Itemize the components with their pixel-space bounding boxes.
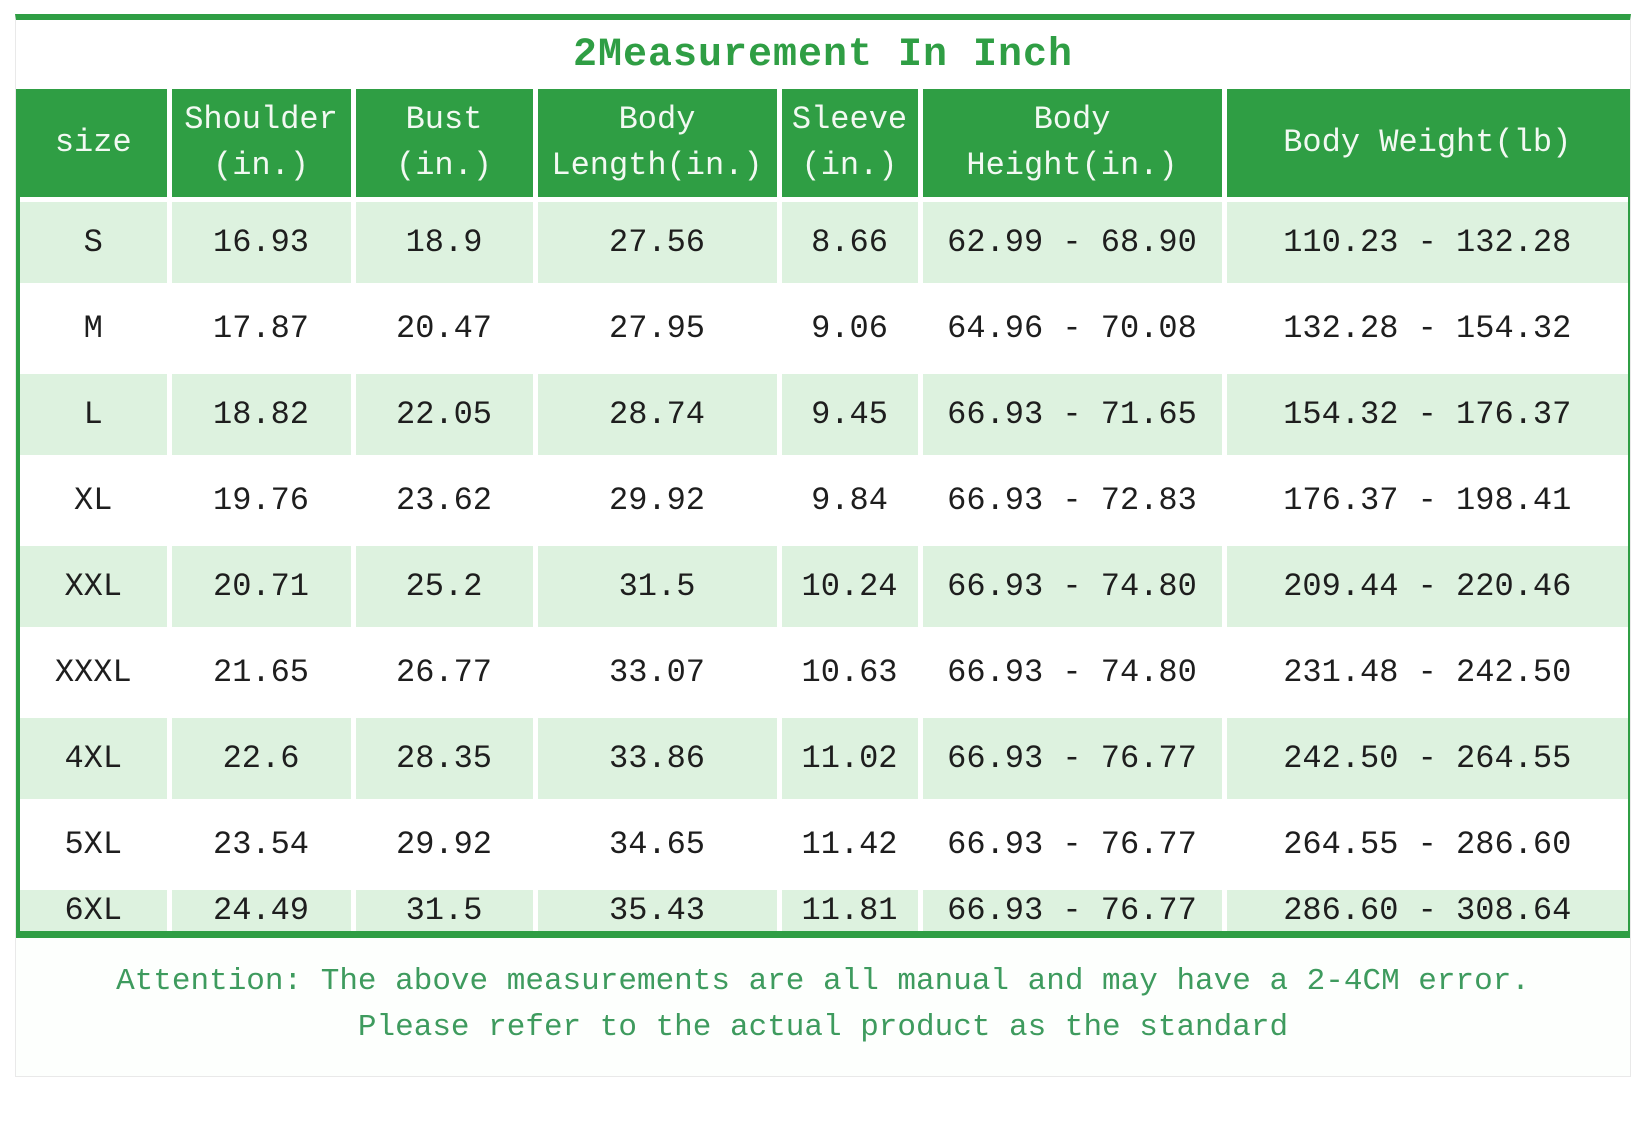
- cell-body-height: 66.93 - 71.65: [920, 371, 1227, 460]
- table-row-s: S 16.93 18.9 27.56 8.66 62.99 - 68.90 110.23 -…: [20, 199, 1628, 288]
- column-header-size: size: [20, 89, 172, 202]
- cell-body-length: 35.43: [535, 887, 782, 931]
- cell-size: S: [20, 199, 172, 288]
- column-header-body-height: Body Height(in.): [920, 89, 1227, 202]
- cell-shoulder: 21.65: [169, 629, 356, 718]
- cell-body-length: 33.07: [535, 629, 782, 718]
- attention-line-1: Attention: The above measurements are al…: [116, 964, 1530, 999]
- table-header-row: size Shoulder (in.) Bust (in.) Body Length(…: [20, 89, 1628, 202]
- size-table-wrap: size Shoulder (in.) Bust (in.) Body Length(…: [16, 89, 1630, 938]
- cell-size: 4XL: [20, 715, 172, 804]
- cell-body-length: 27.95: [535, 285, 782, 374]
- cell-size: L: [20, 371, 172, 460]
- cell-sleeve: 10.63: [779, 629, 923, 718]
- table-row-5xl: 5XL 23.54 29.92 34.65 11.42 66.93 - 76.77 264.…: [20, 801, 1628, 890]
- cell-shoulder: 18.82: [169, 371, 356, 460]
- column-header-bust: Bust (in.): [353, 89, 538, 202]
- table-row-l: L 18.82 22.05 28.74 9.45 66.93 - 71.65 154.32 …: [20, 371, 1628, 460]
- cell-bust: 29.92: [353, 801, 538, 890]
- page-title: 2Measurement In Inch: [572, 33, 1074, 78]
- cell-shoulder: 23.54: [169, 801, 356, 890]
- table-row-6xl: 6XL 24.49 31.5 35.43 11.81 66.93 - 76.77 286.6…: [20, 887, 1628, 931]
- cell-body-height: 66.93 - 76.77: [920, 801, 1227, 890]
- cell-body-weight: 264.55 - 286.60: [1224, 801, 1628, 890]
- column-header-body-length: Body Length(in.): [535, 89, 782, 202]
- cell-body-weight: 286.60 - 308.64: [1224, 887, 1628, 931]
- cell-body-length: 27.56: [535, 199, 782, 288]
- table-row-m: M 17.87 20.47 27.95 9.06 64.96 - 70.08 132.28 …: [20, 285, 1628, 374]
- cell-size: XXL: [20, 543, 172, 632]
- cell-body-weight: 176.37 - 198.41: [1224, 457, 1628, 546]
- column-header-sleeve: Sleeve (in.): [779, 89, 923, 202]
- cell-bust: 26.77: [353, 629, 538, 718]
- cell-body-weight: 154.32 - 176.37: [1224, 371, 1628, 460]
- cell-sleeve: 11.81: [779, 887, 923, 931]
- cell-shoulder: 16.93: [169, 199, 356, 288]
- cell-sleeve: 9.84: [779, 457, 923, 546]
- cell-sleeve: 9.45: [779, 371, 923, 460]
- cell-body-length: 28.74: [535, 371, 782, 460]
- cell-shoulder: 22.6: [169, 715, 356, 804]
- cell-body-weight: 231.48 - 242.50: [1224, 629, 1628, 718]
- cell-body-length: 33.86: [535, 715, 782, 804]
- cell-body-height: 66.93 - 72.83: [920, 457, 1227, 546]
- size-table: size Shoulder (in.) Bust (in.) Body Length(…: [20, 89, 1628, 931]
- cell-bust: 23.62: [353, 457, 538, 546]
- column-header-body-weight: Body Weight(lb): [1224, 89, 1628, 202]
- attention-line-2: Please refer to the actual product as th…: [357, 1010, 1289, 1045]
- cell-bust: 18.9: [353, 199, 538, 288]
- table-row-4xl: 4XL 22.6 28.35 33.86 11.02 66.93 - 76.77 242.5…: [20, 715, 1628, 804]
- cell-body-height: 64.96 - 70.08: [920, 285, 1227, 374]
- cell-sleeve: 11.42: [779, 801, 923, 890]
- table-body: S 16.93 18.9 27.56 8.66 62.99 - 68.90 110.23 -…: [20, 199, 1628, 931]
- table-row-xxxl: XXXL 21.65 26.77 33.07 10.63 66.93 - 74.80 231…: [20, 629, 1628, 718]
- cell-body-height: 66.93 - 74.80: [920, 629, 1227, 718]
- cell-body-length: 34.65: [535, 801, 782, 890]
- cell-size: XXXL: [20, 629, 172, 718]
- table-row-xl: XL 19.76 23.62 29.92 9.84 66.93 - 72.83 176.37…: [20, 457, 1628, 546]
- cell-body-weight: 132.28 - 154.32: [1224, 285, 1628, 374]
- cell-size: 6XL: [20, 887, 172, 931]
- cell-bust: 31.5: [353, 887, 538, 931]
- cell-size: M: [20, 285, 172, 374]
- cell-bust: 25.2: [353, 543, 538, 632]
- cell-sleeve: 10.24: [779, 543, 923, 632]
- cell-size: XL: [20, 457, 172, 546]
- cell-shoulder: 19.76: [169, 457, 356, 546]
- cell-shoulder: 17.87: [169, 285, 356, 374]
- cell-shoulder: 24.49: [169, 887, 356, 931]
- cell-body-height: 62.99 - 68.90: [920, 199, 1227, 288]
- cell-sleeve: 9.06: [779, 285, 923, 374]
- cell-body-height: 66.93 - 76.77: [920, 715, 1227, 804]
- column-header-shoulder: Shoulder (in.): [169, 89, 356, 202]
- cell-bust: 20.47: [353, 285, 538, 374]
- cell-shoulder: 20.71: [169, 543, 356, 632]
- cell-sleeve: 8.66: [779, 199, 923, 288]
- cell-bust: 22.05: [353, 371, 538, 460]
- cell-body-weight: 209.44 - 220.46: [1224, 543, 1628, 632]
- table-row-xxl: XXL 20.71 25.2 31.5 10.24 66.93 - 74.80 209.44…: [20, 543, 1628, 632]
- cell-body-weight: 242.50 - 264.55: [1224, 715, 1628, 804]
- content-box: 2Measurement In Inch size Shoulder (in.) B…: [15, 14, 1631, 1077]
- cell-body-weight: 110.23 - 132.28: [1224, 199, 1628, 288]
- cell-body-length: 31.5: [535, 543, 782, 632]
- cell-size: 5XL: [20, 801, 172, 890]
- cell-body-height: 66.93 - 76.77: [920, 887, 1227, 931]
- attention-note: Attention: The above measurements are al…: [16, 938, 1630, 1076]
- cell-body-height: 66.93 - 74.80: [920, 543, 1227, 632]
- cell-sleeve: 11.02: [779, 715, 923, 804]
- cell-body-length: 29.92: [535, 457, 782, 546]
- cell-bust: 28.35: [353, 715, 538, 804]
